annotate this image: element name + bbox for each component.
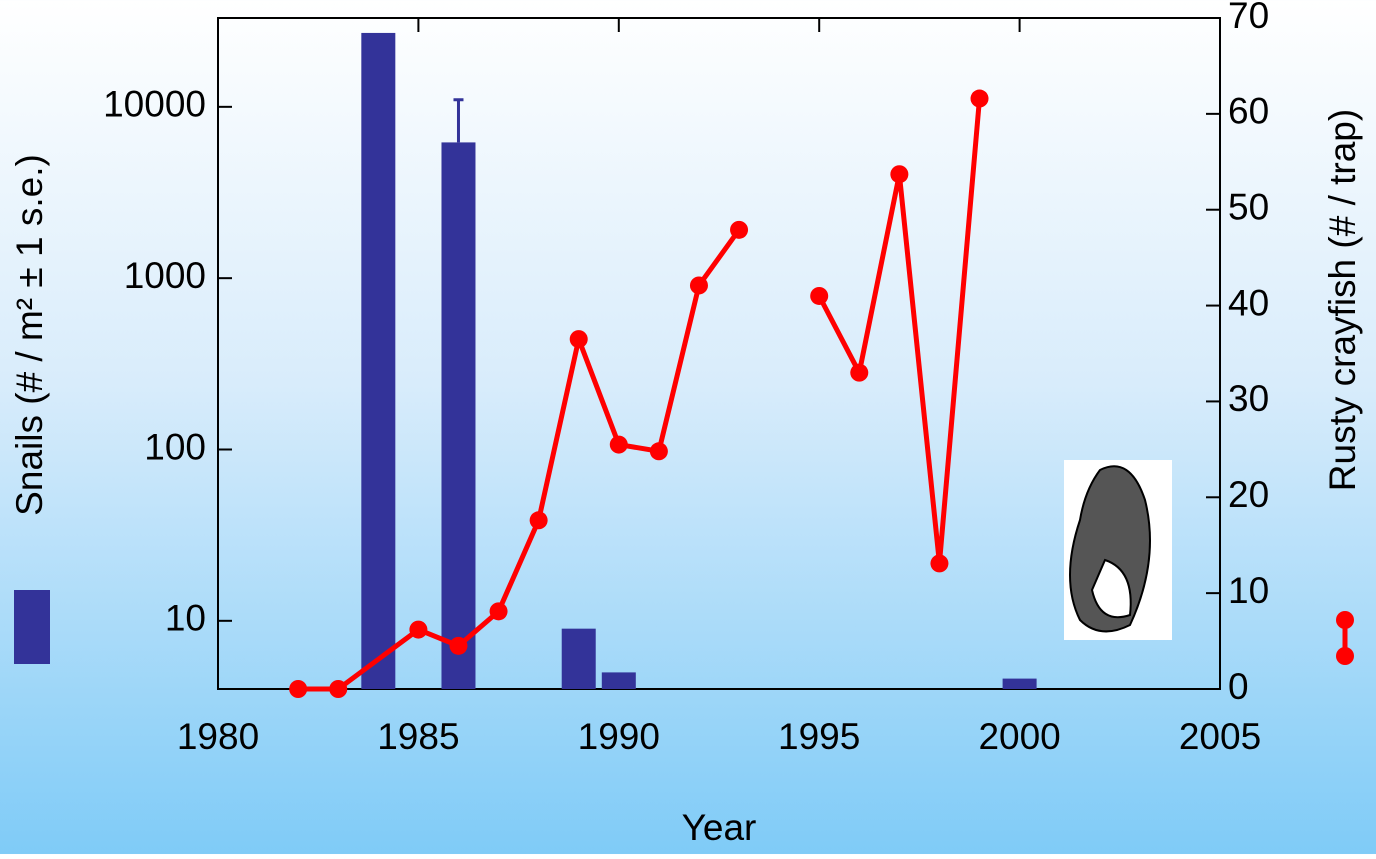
line	[298, 99, 979, 689]
marker	[810, 287, 828, 305]
marker	[449, 637, 467, 655]
bar	[602, 672, 636, 689]
y2-tick-label: 40	[1228, 282, 1269, 323]
marker	[610, 436, 628, 454]
marker	[289, 680, 307, 698]
y-tick-label: 10000	[103, 84, 206, 125]
legend-marker	[1336, 611, 1354, 629]
marker	[971, 90, 989, 108]
marker	[530, 511, 548, 529]
bar	[361, 33, 395, 689]
x-tick-label: 1990	[578, 716, 660, 757]
marker	[690, 276, 708, 294]
y2-tick-label: 10	[1228, 570, 1269, 611]
bar	[441, 142, 475, 689]
x-tick-label: 1980	[177, 716, 259, 757]
legend-label: Snails (# / m² ± 1 s.e.)	[9, 154, 50, 516]
page: Year 19801985199019952000200510100100010…	[0, 0, 1376, 854]
y2-tick-label: 70	[1228, 0, 1269, 36]
y2-tick-label: 50	[1228, 186, 1269, 227]
chart: Year 19801985199019952000200510100100010…	[0, 0, 1376, 854]
marker	[570, 330, 588, 348]
marker	[490, 602, 508, 620]
legend-label: Rusty crayfish (# / trap)	[1322, 109, 1363, 491]
bar	[1003, 679, 1037, 689]
error-bar	[453, 100, 463, 143]
y2-tick-label: 60	[1228, 91, 1269, 132]
marker	[890, 165, 908, 183]
x-tick-label: 1995	[778, 716, 860, 757]
marker	[409, 621, 427, 639]
y-tick-label: 10	[165, 598, 206, 639]
x-axis-label: Year	[682, 807, 757, 848]
x-tick-label: 2000	[978, 716, 1060, 757]
y2-tick-label: 20	[1228, 474, 1269, 515]
y2-tick-label: 30	[1228, 378, 1269, 419]
y-tick-label: 1000	[124, 255, 206, 296]
bar	[562, 629, 596, 689]
legend-marker	[1336, 647, 1354, 665]
x-tick-label: 2005	[1179, 716, 1261, 757]
legend-swatch	[14, 590, 50, 664]
snail-picture	[1064, 460, 1172, 640]
y-tick-label: 100	[144, 426, 206, 467]
x-tick-label: 1985	[377, 716, 459, 757]
marker	[730, 221, 748, 239]
marker	[650, 442, 668, 460]
marker	[850, 364, 868, 382]
y2-tick-label: 0	[1228, 666, 1249, 707]
marker	[930, 554, 948, 572]
marker	[329, 680, 347, 698]
